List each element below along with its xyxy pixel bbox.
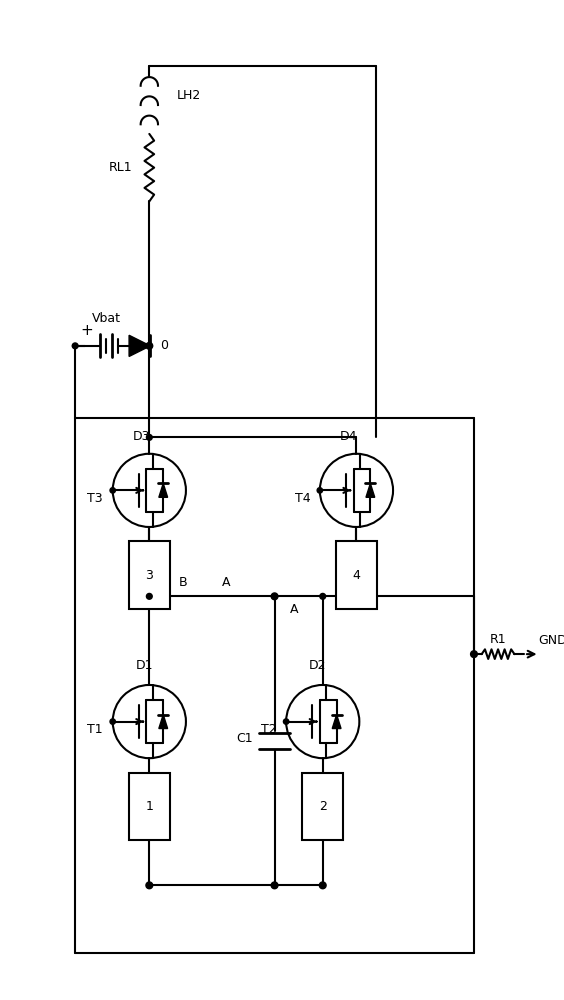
- Bar: [129, 773, 170, 840]
- Circle shape: [146, 342, 153, 349]
- Text: 4: 4: [352, 569, 360, 582]
- Text: D2: D2: [309, 659, 327, 672]
- Text: D1: D1: [136, 659, 153, 672]
- Bar: [336, 541, 377, 609]
- Text: R1: R1: [490, 633, 506, 646]
- Polygon shape: [332, 715, 341, 729]
- Text: 1: 1: [146, 800, 153, 813]
- Text: D3: D3: [133, 430, 151, 443]
- Text: T1: T1: [87, 723, 103, 736]
- Text: T4: T4: [294, 492, 310, 505]
- Polygon shape: [129, 335, 150, 356]
- Circle shape: [470, 651, 477, 658]
- Circle shape: [147, 593, 152, 599]
- Circle shape: [110, 488, 116, 493]
- Text: A: A: [289, 603, 298, 616]
- Circle shape: [146, 882, 153, 889]
- Text: RL1: RL1: [108, 161, 132, 174]
- Text: A: A: [222, 576, 231, 589]
- Circle shape: [271, 593, 278, 600]
- Text: D4: D4: [340, 430, 358, 443]
- Circle shape: [147, 434, 152, 440]
- Polygon shape: [159, 483, 168, 497]
- Bar: [129, 541, 170, 609]
- Text: B: B: [179, 576, 187, 589]
- Text: C1: C1: [237, 732, 253, 745]
- Bar: [302, 773, 343, 840]
- Circle shape: [72, 343, 78, 349]
- Circle shape: [320, 593, 325, 599]
- Text: LH2: LH2: [177, 89, 201, 102]
- Text: Vbat: Vbat: [91, 312, 121, 325]
- Text: T2: T2: [261, 723, 276, 736]
- Text: +: +: [80, 323, 93, 338]
- Text: 0: 0: [160, 339, 168, 352]
- Circle shape: [319, 882, 326, 889]
- Text: 3: 3: [146, 569, 153, 582]
- Circle shape: [110, 719, 116, 724]
- Polygon shape: [159, 715, 168, 729]
- Circle shape: [317, 488, 323, 493]
- Text: GND: GND: [539, 634, 564, 647]
- Text: 2: 2: [319, 800, 327, 813]
- Polygon shape: [366, 483, 374, 497]
- Text: T3: T3: [87, 492, 103, 505]
- Circle shape: [271, 882, 278, 889]
- Circle shape: [284, 719, 289, 724]
